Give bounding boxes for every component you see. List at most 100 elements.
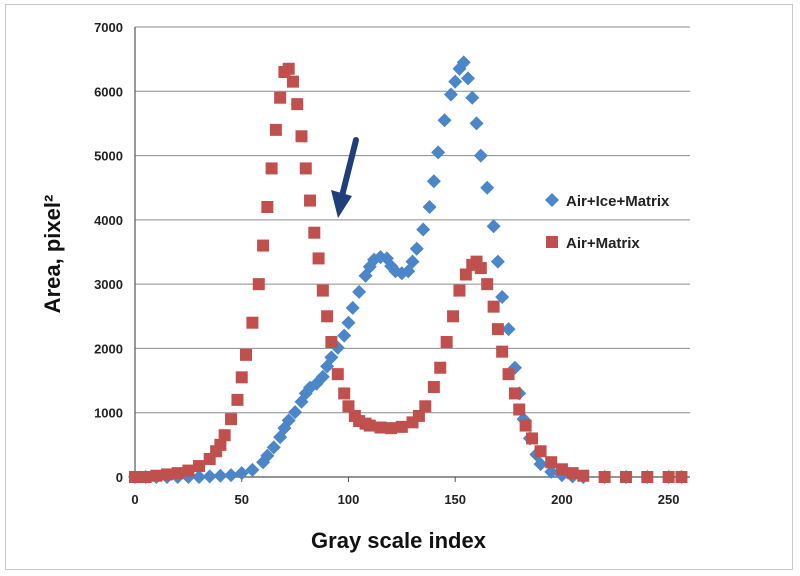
- data-point-diamond: [281, 413, 296, 428]
- data-point-square: [286, 75, 299, 88]
- data-point-square: [193, 460, 206, 473]
- data-point-square: [675, 471, 688, 483]
- data-point-square: [534, 445, 547, 458]
- x-tick-labels: 0 50 100 150 200 250: [131, 477, 680, 507]
- data-point-square: [491, 323, 504, 336]
- data-point-square: [487, 300, 500, 313]
- data-point-square: [662, 471, 675, 483]
- data-point-square: [447, 310, 460, 323]
- x-axis-title: Gray scale index: [311, 528, 487, 553]
- data-point-square: [496, 345, 509, 358]
- data-point-square: [129, 471, 141, 483]
- arrow-shaft: [339, 137, 359, 199]
- data-point-diamond: [465, 90, 480, 105]
- data-point-square: [331, 368, 344, 381]
- data-point-square: [481, 278, 494, 291]
- data-point-square: [419, 400, 432, 413]
- data-point-square: [519, 419, 532, 432]
- x-tick-label: 150: [444, 492, 466, 507]
- data-point-diamond: [533, 457, 548, 472]
- data-point-square: [474, 262, 487, 275]
- data-point-diamond: [461, 71, 475, 86]
- data-point-diamond: [324, 350, 339, 365]
- data-point-square: [218, 429, 231, 442]
- data-point-diamond: [426, 174, 441, 189]
- data-point-square: [139, 471, 152, 483]
- data-point-square: [274, 91, 287, 104]
- data-point-square: [282, 62, 295, 75]
- y-tick-label: 3000: [94, 277, 123, 292]
- data-point-diamond: [480, 180, 495, 195]
- data-point-square: [395, 420, 408, 433]
- data-point-diamond: [486, 219, 501, 234]
- data-point-square: [308, 226, 321, 239]
- data-point-square: [526, 432, 539, 445]
- data-point-diamond: [431, 145, 446, 160]
- data-point-diamond: [544, 464, 559, 479]
- data-point-square: [321, 310, 334, 323]
- y-tick-label: 5000: [94, 149, 123, 164]
- data-point-diamond: [443, 87, 458, 102]
- data-point-square: [427, 381, 440, 393]
- data-point-square: [252, 278, 265, 291]
- data-point-square: [385, 422, 398, 435]
- data-point-diamond: [315, 369, 330, 384]
- data-point-square: [598, 471, 611, 483]
- data-point-diamond: [469, 116, 484, 131]
- data-point-square: [434, 361, 447, 374]
- data-point-square: [161, 468, 174, 481]
- data-point-square: [641, 471, 654, 483]
- data-point-square: [545, 456, 558, 469]
- data-point-square: [440, 336, 453, 348]
- data-point-square: [508, 387, 521, 400]
- data-point-square: [374, 421, 387, 434]
- y-tick-label: 2000: [94, 341, 123, 356]
- data-point-square: [502, 368, 515, 381]
- y-tick-label: 7000: [94, 20, 123, 35]
- data-point-square: [619, 471, 632, 483]
- data-point-square: [566, 467, 579, 480]
- data-point-diamond: [545, 193, 559, 207]
- data-point-diamond: [405, 254, 420, 269]
- data-point-diamond: [288, 405, 303, 420]
- data-point-square: [295, 130, 308, 143]
- data-point-diamond: [234, 466, 249, 481]
- y-tick-label: 0: [116, 470, 123, 485]
- y-axis-title: Area, pixel²: [40, 195, 65, 314]
- data-point-square: [459, 268, 472, 281]
- x-tick-label: 250: [658, 492, 680, 507]
- data-point-diamond: [437, 113, 452, 128]
- data-point-square: [325, 336, 338, 348]
- data-point-square: [342, 400, 355, 413]
- series-air-matrix: [129, 62, 688, 483]
- y-tick-label: 1000: [94, 406, 123, 421]
- data-point-square: [299, 162, 312, 175]
- data-point-diamond: [416, 222, 431, 237]
- legend-label: Air+Ice+Matrix: [566, 193, 670, 210]
- x-tick-label: 100: [338, 492, 360, 507]
- data-point-diamond: [495, 290, 510, 304]
- data-point-diamond: [409, 241, 424, 256]
- data-point-square: [246, 316, 259, 329]
- data-point-diamond: [224, 468, 239, 483]
- arrow-head: [331, 190, 352, 218]
- data-point-square: [546, 236, 558, 248]
- data-point-diamond: [345, 300, 360, 315]
- data-point-square: [412, 409, 425, 422]
- data-point-diamond: [448, 74, 463, 89]
- data-point-square: [240, 348, 252, 361]
- data-point-diamond: [213, 468, 228, 483]
- data-point-diamond: [352, 284, 367, 299]
- y-tick-label: 6000: [94, 84, 123, 99]
- data-point-square: [269, 123, 282, 136]
- x-tick-label: 0: [131, 492, 138, 507]
- data-point-diamond: [337, 328, 352, 343]
- data-point-square: [555, 463, 568, 476]
- data-point-diamond: [192, 470, 207, 484]
- data-point-square: [150, 469, 163, 482]
- data-point-square: [453, 284, 466, 297]
- data-point-diamond: [245, 462, 260, 477]
- data-point-square: [316, 284, 329, 297]
- data-point-square: [171, 467, 184, 480]
